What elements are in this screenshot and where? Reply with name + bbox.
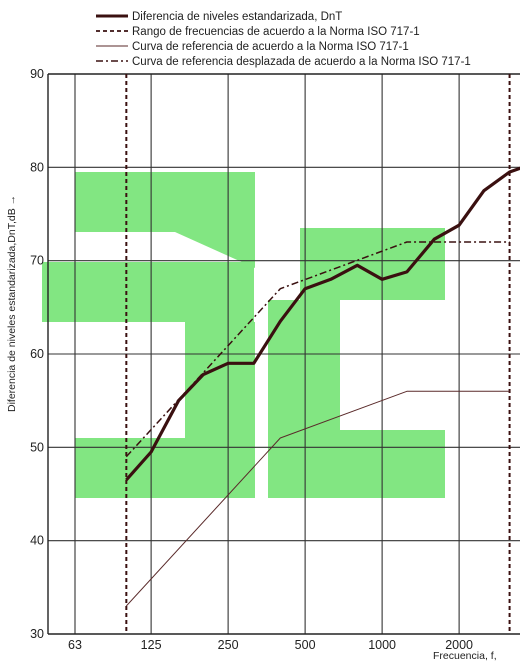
tick-labels: 3040506070809063125250500100020004 bbox=[30, 67, 473, 652]
watermark bbox=[42, 172, 445, 498]
x-tick-label-4: 1000 bbox=[368, 638, 396, 652]
legend-label-measured: Diferencia de niveles estandarizada, DnT bbox=[132, 11, 342, 23]
x-tick-label-0: 63 bbox=[68, 638, 82, 652]
y-axis-label: Diferencia de niveles estandarizada,DnT,… bbox=[6, 195, 18, 412]
y-tick-label-2: 50 bbox=[30, 440, 44, 454]
y-tick-label-0: 30 bbox=[30, 627, 44, 641]
legend: Diferencia de niveles estandarizada, DnT… bbox=[96, 11, 471, 68]
grid bbox=[48, 73, 520, 635]
x-axis-label: Frecuencia, f, bbox=[433, 650, 497, 662]
x-tick-label-3: 500 bbox=[295, 638, 316, 652]
series-line-2 bbox=[125, 390, 510, 607]
x-tick-label-5: 2000 bbox=[445, 638, 473, 652]
y-tick-label-4: 70 bbox=[30, 254, 44, 268]
series-line-0 bbox=[125, 166, 520, 482]
y-tick-label-6: 90 bbox=[30, 67, 44, 81]
watermark-c-top bbox=[300, 228, 445, 300]
y-tick-label-1: 40 bbox=[30, 534, 44, 548]
series-group bbox=[125, 166, 520, 607]
legend-label-shifted: Curva de referencia desplazada de acuerd… bbox=[132, 56, 471, 68]
frequency-range-lines bbox=[125, 74, 511, 634]
y-tick-label-3: 60 bbox=[30, 347, 44, 361]
series-line-3 bbox=[125, 241, 510, 458]
x-tick-label-2: 250 bbox=[218, 638, 239, 652]
legend-label-range: Rango de frecuencias de acuerdo a la Nor… bbox=[132, 26, 420, 38]
legend-label-reference: Curva de referencia de acuerdo a la Norm… bbox=[132, 41, 409, 53]
watermark-s-top bbox=[75, 172, 255, 268]
watermark-s-mid bbox=[42, 262, 254, 322]
y-tick-label-5: 80 bbox=[30, 160, 44, 174]
x-tick-label-1: 125 bbox=[141, 638, 162, 652]
